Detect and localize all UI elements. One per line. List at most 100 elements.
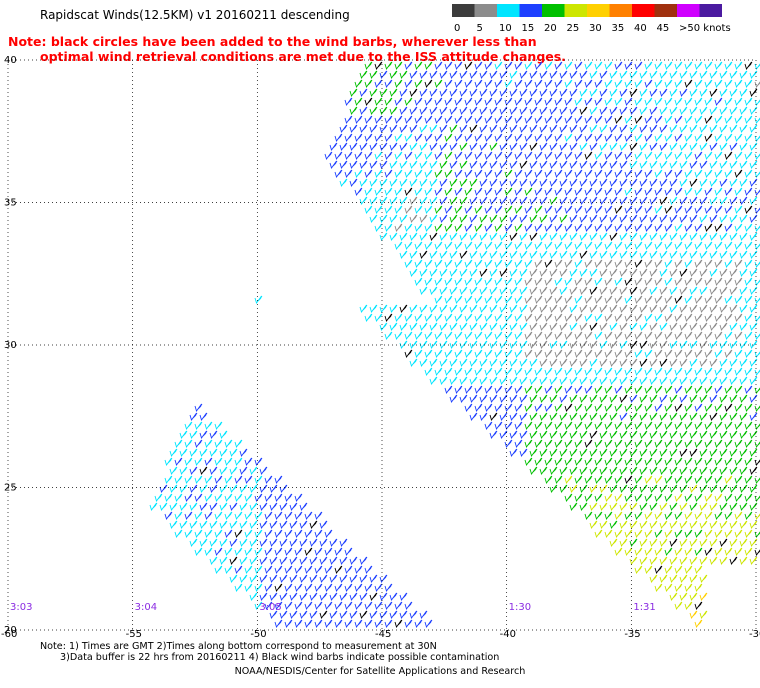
wind-barb	[494, 313, 503, 323]
wind-barb	[364, 97, 373, 107]
wind-barb	[699, 376, 708, 386]
wind-barb	[574, 403, 583, 413]
wind-barb	[404, 619, 413, 629]
wind-barb	[699, 196, 708, 206]
wind-barb	[599, 196, 608, 206]
wind-barb	[504, 223, 513, 233]
wind-barb	[464, 403, 473, 413]
wind-barb	[619, 106, 628, 116]
wind-barb	[479, 160, 488, 170]
wind-barb	[749, 196, 758, 206]
wind-barb	[399, 160, 408, 170]
wind-barb	[534, 439, 543, 449]
wind-barb	[654, 151, 663, 161]
wind-barb	[604, 493, 613, 503]
wind-barb	[634, 493, 643, 503]
wind-barb	[479, 178, 488, 188]
wind-barb	[699, 70, 708, 80]
wind-barb	[684, 79, 693, 89]
wind-barb	[484, 349, 493, 359]
legend-label: >50 knots	[679, 23, 731, 34]
wind-barb	[669, 214, 678, 224]
wind-barb	[554, 223, 563, 233]
wind-barb	[659, 322, 668, 332]
wind-barb	[609, 268, 618, 278]
wind-barb	[444, 205, 453, 215]
wind-barb	[524, 241, 533, 251]
wind-barb	[724, 385, 733, 395]
wind-barb	[229, 502, 238, 512]
wind-barb	[554, 205, 563, 215]
wind-barb	[709, 340, 718, 350]
wind-barb	[644, 61, 653, 71]
wind-barb	[489, 322, 498, 332]
wind-barb	[654, 457, 663, 467]
wind-barb	[654, 241, 663, 251]
wind-barb	[334, 133, 343, 143]
wind-barb	[449, 250, 458, 260]
wind-barb	[409, 70, 418, 80]
wind-barb	[729, 466, 738, 476]
wind-barb	[459, 214, 468, 224]
wind-barb	[429, 124, 438, 134]
wind-barb	[499, 304, 508, 314]
wind-barb	[384, 601, 393, 611]
wind-barb	[444, 241, 453, 251]
wind-barb	[414, 151, 423, 161]
wind-barb	[434, 151, 443, 161]
wind-barb	[724, 241, 733, 251]
wind-barb	[484, 133, 493, 143]
wind-barb	[474, 331, 483, 341]
wind-barb	[539, 430, 548, 440]
wind-barb	[739, 340, 748, 350]
wind-barb	[564, 205, 573, 215]
wind-barb	[739, 394, 748, 404]
wind-barb	[459, 322, 468, 332]
wind-barb	[644, 331, 653, 341]
wind-barb	[659, 520, 668, 530]
wind-barb	[704, 511, 713, 521]
wind-barb	[214, 529, 223, 539]
wind-barb	[564, 223, 573, 233]
wind-barb	[434, 223, 443, 233]
wind-barb	[659, 268, 668, 278]
wind-barb	[444, 115, 453, 125]
wind-barb	[564, 295, 573, 305]
wind-barb	[654, 205, 663, 215]
wind-barb	[569, 358, 578, 368]
wind-barb	[689, 124, 698, 134]
wind-barb	[304, 529, 313, 539]
wind-barb	[609, 70, 618, 80]
wind-barb	[459, 88, 468, 98]
wind-barb	[649, 394, 658, 404]
wind-barb	[429, 376, 438, 386]
wind-barb	[334, 547, 343, 557]
wind-barb	[354, 619, 363, 629]
wind-barb	[449, 106, 458, 116]
wind-barb	[514, 421, 523, 431]
wind-barb	[444, 97, 453, 107]
wind-barb	[599, 322, 608, 332]
wind-barb	[259, 502, 268, 512]
wind-barb	[734, 205, 743, 215]
wind-barb	[744, 511, 753, 521]
wind-barb	[424, 169, 433, 179]
wind-barb	[399, 340, 408, 350]
wind-barb	[699, 88, 708, 98]
wind-barb	[724, 403, 733, 413]
wind-barb	[419, 214, 428, 224]
wind-barb	[244, 529, 253, 539]
wind-barb	[714, 241, 723, 251]
wind-barb	[324, 601, 333, 611]
wind-barb	[404, 331, 413, 341]
wind-barb	[389, 70, 398, 80]
wind-barb	[654, 349, 663, 359]
wind-barb	[374, 61, 383, 71]
wind-barb	[524, 223, 533, 233]
wind-barb	[649, 520, 658, 530]
wind-barb	[154, 493, 163, 503]
wind-barb	[544, 277, 553, 287]
wind-barb	[534, 187, 543, 197]
wind-barb	[384, 331, 393, 341]
wind-barb	[644, 367, 653, 377]
